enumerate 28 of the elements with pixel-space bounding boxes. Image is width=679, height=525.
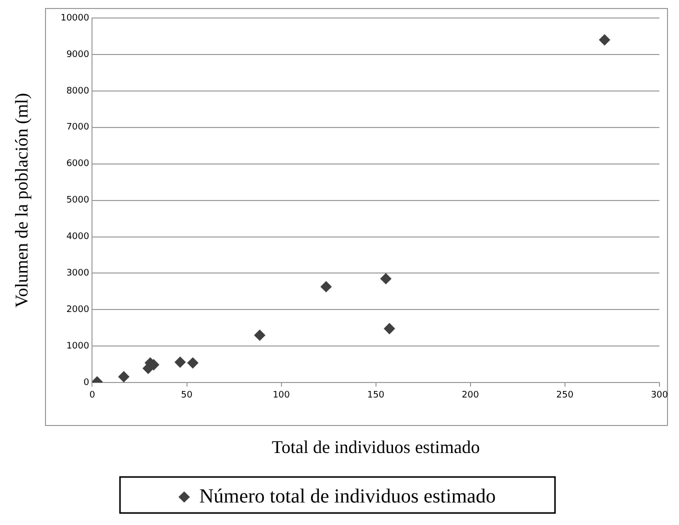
legend-label: Número total de individuos estimado xyxy=(199,485,496,508)
y-axis-title: Volumen de la población (ml) xyxy=(12,92,32,308)
y-tick-label: 4000 xyxy=(66,232,90,242)
y-tick-label: 9000 xyxy=(66,50,90,60)
point xyxy=(254,330,266,341)
point xyxy=(380,273,392,284)
point xyxy=(384,323,395,334)
y-tick-label: 0 xyxy=(83,378,90,388)
y-tick-label: 5000 xyxy=(66,196,90,206)
y-tick-label: 10000 xyxy=(60,13,90,24)
point xyxy=(174,356,186,368)
y-tick-label: 2000 xyxy=(66,305,90,316)
x-axis-title: Total de individuos estimado xyxy=(272,436,480,457)
point xyxy=(118,371,130,382)
y-tick-label: 8000 xyxy=(66,86,90,96)
x-tick-label: 200 xyxy=(462,390,480,400)
y-tick-label: 7000 xyxy=(66,122,90,133)
point xyxy=(599,34,610,46)
x-tick-label: 300 xyxy=(650,390,668,400)
y-tick-label: 1000 xyxy=(66,341,90,352)
y-tick-label: 3000 xyxy=(66,268,90,279)
x-tick-label: 250 xyxy=(556,390,574,400)
x-tick-label: 50 xyxy=(181,390,193,400)
x-tick-label: 100 xyxy=(272,390,290,400)
y-tick-label: 6000 xyxy=(66,159,90,170)
point xyxy=(320,281,332,292)
point xyxy=(187,357,198,368)
x-tick-label: 150 xyxy=(367,390,385,400)
